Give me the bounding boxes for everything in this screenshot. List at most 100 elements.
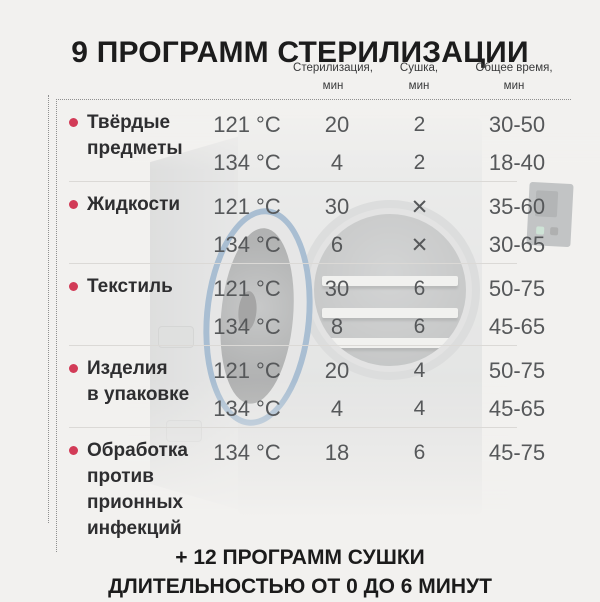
- sterilization-minutes: 8: [330, 314, 344, 339]
- program-label-line: Обработка: [87, 440, 188, 461]
- program-label-line: в упаковке: [87, 384, 190, 405]
- total-minutes: 18-40: [488, 150, 546, 175]
- program-values-line: 134 °C 8 6 45-65: [192, 308, 571, 346]
- table-row: Жидкости 121 °C 30 ✕ 35-60 134 °C 6 ✕ 30-65: [57, 182, 571, 264]
- program-label-text: Твёрдые предметы: [87, 110, 183, 162]
- table-row: Текстиль 121 °C 30 6 50-75 134 °C 8 6 45-65: [57, 264, 571, 346]
- program-label: Жидкости: [69, 192, 180, 218]
- sterilization-minutes: 18: [324, 440, 350, 465]
- column-header-line: мин: [408, 79, 430, 92]
- table-column-headers: Стерилизация, мин Сушка, мин Общее время, м…: [0, 60, 600, 98]
- program-values-line: 134 °C 6 ✕ 30-65: [192, 226, 571, 264]
- sterilization-minutes: 20: [324, 112, 350, 137]
- program-label: Изделия в упаковке: [69, 356, 189, 408]
- drying-minutes: 2: [413, 151, 426, 174]
- program-label: Твёрдые предметы: [69, 110, 183, 162]
- total-minutes: 35-60: [488, 194, 546, 219]
- programs-table: Твёрдые предметы 121 °C 20 2 30-50 134 °C 4 2 18-…: [56, 99, 571, 552]
- temperature-value: 121 °C: [213, 194, 281, 219]
- program-label-line: Изделия: [87, 358, 168, 379]
- sterilization-minutes: 30: [324, 276, 350, 301]
- footer-line-2: ДЛИТЕЛЬНОСТЬЮ ОТ 0 ДО 6 МИНУТ: [108, 574, 492, 598]
- total-minutes: 50-75: [488, 276, 546, 301]
- column-header-drying: Сушка, мин: [400, 60, 438, 96]
- program-bullet-icon: [69, 446, 78, 455]
- drying-minutes: ✕: [410, 195, 429, 219]
- program-label: Текстиль: [69, 274, 173, 300]
- column-header-total-time: Общее время, мин: [475, 60, 552, 96]
- footer-line-1: + 12 ПРОГРАММ СУШКИ: [175, 546, 425, 569]
- row-separator: [69, 345, 517, 346]
- program-values: 121 °C 20 2 30-50 134 °C 4 2 18-40: [192, 106, 571, 182]
- row-separator: [69, 427, 517, 428]
- table-row: Обработка против прионных инфекций 134 °C 18 6…: [57, 428, 571, 552]
- program-values-line: 121 °C 20 4 50-75: [192, 352, 571, 390]
- table-row: Твёрдые предметы 121 °C 20 2 30-50 134 °C 4 2 18-…: [57, 100, 571, 182]
- program-label-line: инфекций: [87, 518, 182, 539]
- program-label-line: Текстиль: [87, 276, 173, 297]
- table-row: Изделия в упаковке 121 °C 20 4 50-75 134 °C 4 4 4…: [57, 346, 571, 428]
- program-values: 134 °C 18 6 45-75: [192, 434, 571, 472]
- program-values: 121 °C 30 6 50-75 134 °C 8 6 45-65: [192, 270, 571, 346]
- sterilization-minutes: 30: [324, 194, 350, 219]
- total-minutes: 30-50: [488, 112, 546, 137]
- program-rows: Твёрдые предметы 121 °C 20 2 30-50 134 °C 4 2 18-…: [57, 100, 571, 552]
- program-values-line: 121 °C 30 ✕ 35-60: [192, 188, 571, 226]
- total-minutes: 45-65: [488, 396, 546, 421]
- program-values-line: 134 °C 18 6 45-75: [192, 434, 571, 472]
- program-label-line: прионных: [87, 492, 184, 513]
- column-header-sterilization: Стерилизация, мин: [293, 60, 373, 96]
- program-label-text: Текстиль: [87, 274, 173, 300]
- column-header-line: мин: [503, 79, 525, 92]
- program-label-text: Изделия в упаковке: [87, 356, 189, 408]
- decor-dotted-line: [48, 95, 49, 523]
- drying-minutes: 4: [413, 397, 426, 420]
- program-bullet-icon: [69, 118, 78, 127]
- total-minutes: 45-65: [488, 314, 546, 339]
- program-label-line: Жидкости: [87, 194, 181, 215]
- sterilization-minutes: 4: [330, 396, 344, 421]
- sterilization-minutes: 4: [330, 150, 344, 175]
- drying-minutes: 6: [413, 441, 426, 464]
- column-header-line: Общее время,: [475, 62, 553, 74]
- column-header-line: Сушка,: [399, 62, 439, 74]
- sterilization-minutes: 6: [330, 232, 344, 257]
- total-minutes: 50-75: [488, 358, 546, 383]
- temperature-value: 121 °C: [213, 276, 281, 301]
- program-values-line: 121 °C 20 2 30-50: [192, 106, 571, 144]
- program-label: Обработка против прионных инфекций: [69, 438, 188, 542]
- sterilization-minutes: 20: [324, 358, 350, 383]
- temperature-value: 134 °C: [213, 314, 281, 339]
- temperature-value: 134 °C: [213, 440, 281, 465]
- temperature-value: 134 °C: [213, 150, 281, 175]
- program-values: 121 °C 30 ✕ 35-60 134 °C 6 ✕ 30-65: [192, 188, 571, 264]
- drying-minutes: 6: [413, 277, 426, 300]
- total-minutes: 30-65: [488, 232, 546, 257]
- program-bullet-icon: [69, 200, 78, 209]
- drying-minutes: 2: [413, 113, 426, 136]
- drying-minutes: 4: [413, 359, 426, 382]
- temperature-value: 121 °C: [213, 112, 281, 137]
- footer-note: + 12 ПРОГРАММ СУШКИ ДЛИТЕЛЬНОСТЬЮ ОТ 0 Д…: [0, 544, 600, 602]
- column-header-line: мин: [322, 79, 344, 92]
- temperature-value: 134 °C: [213, 232, 281, 257]
- program-values-line: 121 °C 30 6 50-75: [192, 270, 571, 308]
- temperature-value: 134 °C: [213, 396, 281, 421]
- row-separator: [69, 181, 517, 182]
- drying-minutes: ✕: [410, 233, 429, 257]
- program-values-line: 134 °C 4 2 18-40: [192, 144, 571, 182]
- program-bullet-icon: [69, 364, 78, 373]
- program-label-line: предметы: [87, 138, 183, 159]
- temperature-value: 121 °C: [213, 358, 281, 383]
- page-title: 9 ПРОГРАММ СТЕРИЛИЗАЦИИ: [71, 36, 529, 70]
- program-label-text: Жидкости: [87, 192, 180, 218]
- total-minutes: 45-75: [488, 440, 546, 465]
- program-label-text: Обработка против прионных инфекций: [87, 438, 188, 542]
- drying-minutes: 6: [413, 315, 426, 338]
- program-values-line: 134 °C 4 4 45-65: [192, 390, 571, 428]
- row-separator: [69, 263, 517, 264]
- column-header-line: Стерилизация,: [293, 62, 373, 74]
- program-bullet-icon: [69, 282, 78, 291]
